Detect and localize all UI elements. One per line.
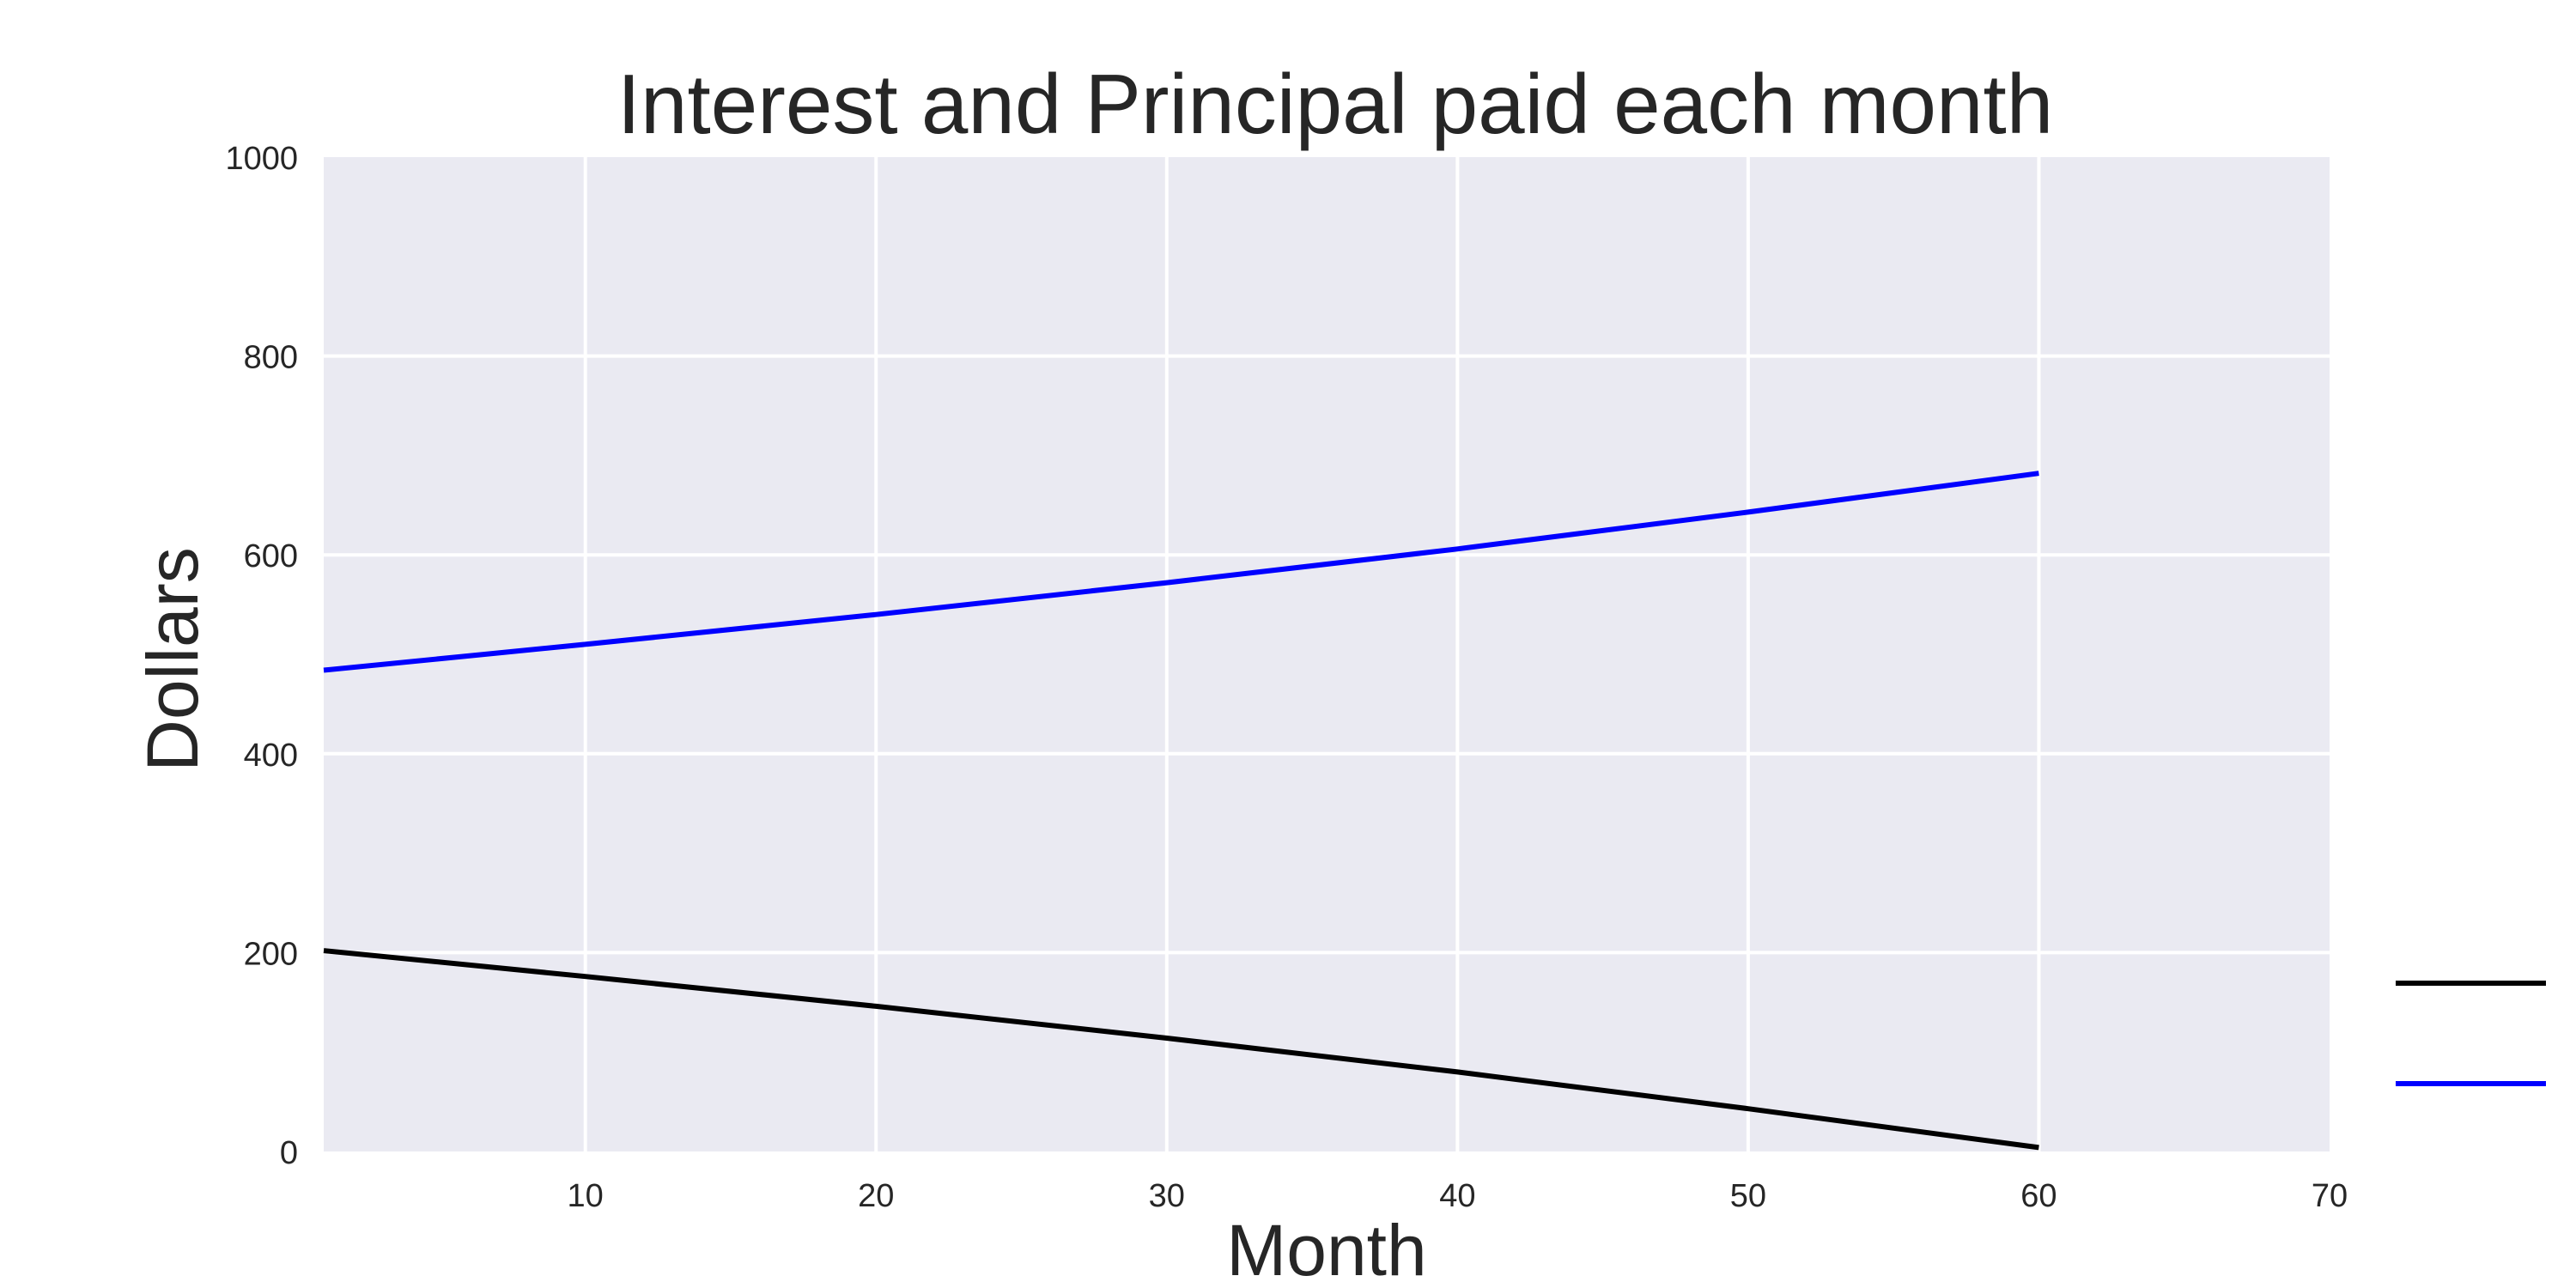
x-tick-label: 30 (1149, 1178, 1185, 1214)
y-tick-label: 600 (244, 538, 298, 574)
y-tick-label: 800 (244, 340, 298, 376)
chart-title: Interest and Principal paid each month (617, 57, 2053, 151)
x-tick-label: 10 (568, 1178, 604, 1214)
x-tick-label: 70 (2312, 1178, 2348, 1214)
x-tick-label: 60 (2020, 1178, 2057, 1214)
y-tick-label: 200 (244, 936, 298, 972)
y-tick-label: 1000 (225, 141, 298, 177)
series-line-2 (323, 471, 2039, 673)
y-tick-label: 0 (280, 1135, 298, 1171)
x-tick-label: 50 (1730, 1178, 1766, 1214)
x-tick-label: 20 (858, 1178, 894, 1214)
y-tick-label: 400 (244, 738, 298, 774)
y-axis-ticks: 0 200 400 600 800 1000 (225, 141, 298, 1171)
x-tick-label: 40 (1439, 1178, 1475, 1214)
y-axis-label: Dollars (132, 547, 213, 771)
plot-area (324, 157, 2330, 1151)
grid-lines (324, 157, 2330, 1151)
x-axis-ticks: 10 20 30 40 50 60 70 (568, 1178, 2348, 1214)
legend (2396, 981, 2546, 1086)
series-lines (323, 471, 2039, 1151)
series-line-1 (323, 948, 2039, 1151)
x-axis-label: Month (1226, 1210, 1426, 1288)
